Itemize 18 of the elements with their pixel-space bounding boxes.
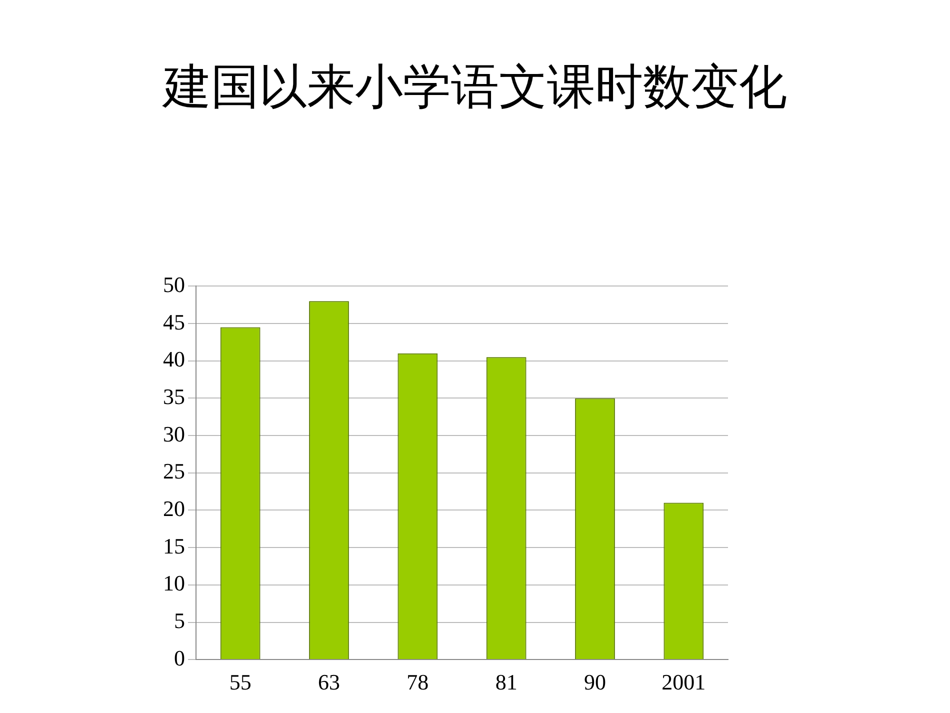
x-tick-label: 63 [318,670,340,695]
x-tick-label: 55 [229,670,252,695]
y-tick-label: 25 [163,458,185,484]
y-tick-label: 0 [174,645,185,670]
y-tick-label: 45 [163,309,185,334]
chart-title: 建国以来小学语文课时数变化 [161,60,788,116]
y-tick-label: 30 [163,421,185,446]
x-tick-label: 81 [495,670,518,695]
x-tick-label: 90 [584,670,606,695]
y-tick-label: 10 [163,570,185,596]
y-tick-label: 40 [163,346,185,372]
y-tick-label: 50 [163,272,185,297]
y-tick-label: 35 [163,384,185,409]
y-tick-label: 20 [163,496,185,522]
y-tick-label: 15 [163,533,185,558]
x-tick-label: 2001 [662,670,706,695]
y-tick-label: 5 [174,608,185,634]
x-tick-label: 78 [406,670,429,695]
